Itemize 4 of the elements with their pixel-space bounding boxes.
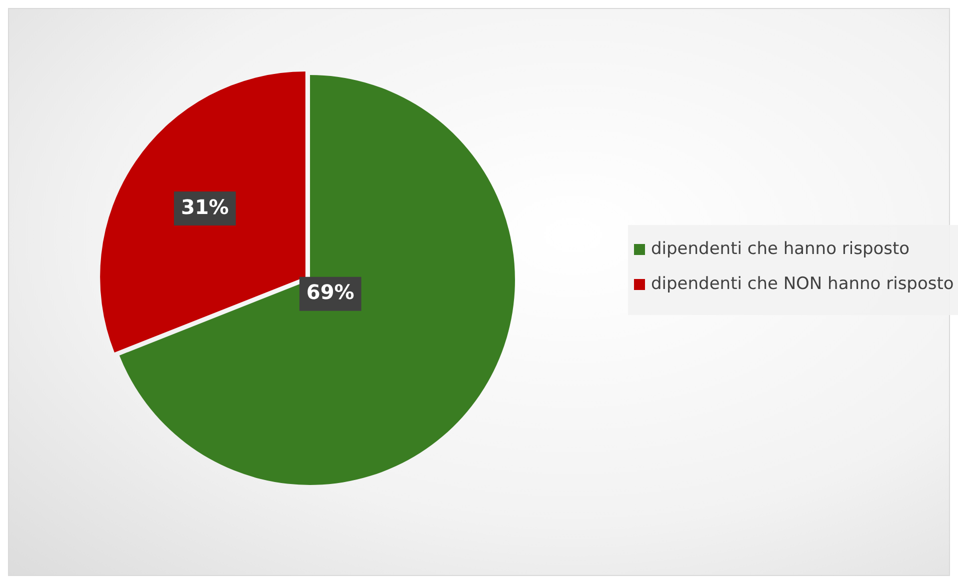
data-label: 31% (180, 194, 229, 219)
legend-label: dipendenti che NON hanno risposto (651, 273, 954, 296)
legend-label: dipendenti che hanno risposto (651, 238, 910, 261)
data-label: 69% (306, 280, 354, 304)
